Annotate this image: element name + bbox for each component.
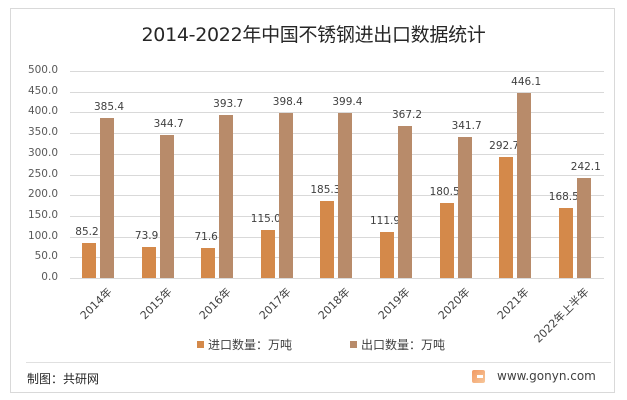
gridline	[70, 154, 604, 155]
data-label-export: 242.1	[570, 160, 601, 173]
y-tick-label: 100.0	[27, 230, 58, 242]
data-label-export: 341.7	[451, 119, 482, 132]
bar-import	[439, 203, 454, 278]
y-tick-label: 400.0	[27, 105, 58, 117]
bar-import	[499, 156, 514, 278]
gridline	[70, 278, 604, 279]
data-label-export: 399.4	[332, 95, 363, 108]
y-tick-label: 0.0	[41, 271, 58, 283]
legend-label-import: 进口数量：万吨	[208, 338, 293, 352]
source-credit: 制图：共研网	[27, 372, 100, 386]
data-label-import: 71.6	[194, 231, 218, 244]
gridline	[70, 112, 604, 113]
legend-item-export: 出口数量：万吨	[350, 336, 445, 353]
legend-label-export: 出口数量：万吨	[361, 338, 446, 352]
bar-export	[517, 93, 532, 278]
gridline	[70, 92, 604, 93]
data-label-export: 446.1	[511, 76, 542, 89]
bar-export	[100, 118, 114, 278]
gridline	[70, 237, 604, 238]
chart-frame	[10, 8, 615, 393]
bar-export	[338, 112, 353, 278]
y-tick-label: 450.0	[27, 85, 58, 97]
bar-export	[159, 135, 174, 278]
bar-import	[380, 231, 394, 278]
data-label-import: 292.7	[489, 139, 520, 152]
chart-title: 2014-2022年中国不锈钢进出口数据统计	[141, 24, 486, 46]
gridline	[70, 133, 604, 134]
data-label-import: 185.3	[310, 184, 341, 197]
bar-import	[82, 242, 96, 278]
data-label-export: 367.2	[391, 108, 423, 121]
bar-export	[576, 177, 591, 278]
bar-import	[558, 208, 573, 278]
y-tick-label: 500.0	[27, 64, 58, 76]
y-tick-label: 350.0	[27, 126, 58, 138]
legend-item-import: 进口数量：万吨	[197, 336, 292, 353]
y-tick-label: 250.0	[27, 168, 58, 180]
bar-import	[320, 201, 335, 278]
bar-import	[141, 247, 156, 278]
legend-swatch-import	[197, 341, 204, 348]
data-label-export: 393.7	[213, 98, 244, 110]
data-label-export: 398.4	[272, 96, 303, 109]
bar-import	[260, 230, 275, 278]
bar-export	[457, 136, 472, 278]
gridline	[70, 195, 604, 196]
y-tick-label: 150.0	[27, 209, 58, 221]
y-tick-label: 50.0	[34, 250, 58, 262]
gonyn-logo-icon	[472, 369, 485, 383]
y-tick-label: 200.0	[27, 188, 58, 200]
bar-import	[201, 248, 216, 278]
data-label-export: 344.7	[153, 118, 184, 131]
website-url: www.gonyn.com	[497, 369, 596, 383]
y-tick-label: 300.0	[27, 147, 58, 159]
bar-export	[398, 125, 412, 278]
website-credit: www.gonyn.com	[472, 369, 596, 383]
data-label-import: 168.5	[548, 191, 579, 204]
data-label-import: 73.9	[134, 230, 159, 243]
gridline	[70, 71, 604, 72]
bar-export	[219, 115, 234, 278]
data-label-import: 111.9	[369, 214, 401, 227]
data-label-import: 85.2	[75, 225, 99, 238]
legend-swatch-export	[350, 341, 357, 348]
data-label-import: 180.5	[429, 186, 460, 199]
data-label-import: 115.0	[250, 213, 281, 226]
gridline	[70, 257, 604, 258]
bar-export	[278, 113, 293, 278]
footer-divider	[26, 362, 611, 363]
data-label-export: 385.4	[93, 101, 125, 114]
gridline	[70, 175, 604, 176]
gridline	[70, 216, 604, 217]
